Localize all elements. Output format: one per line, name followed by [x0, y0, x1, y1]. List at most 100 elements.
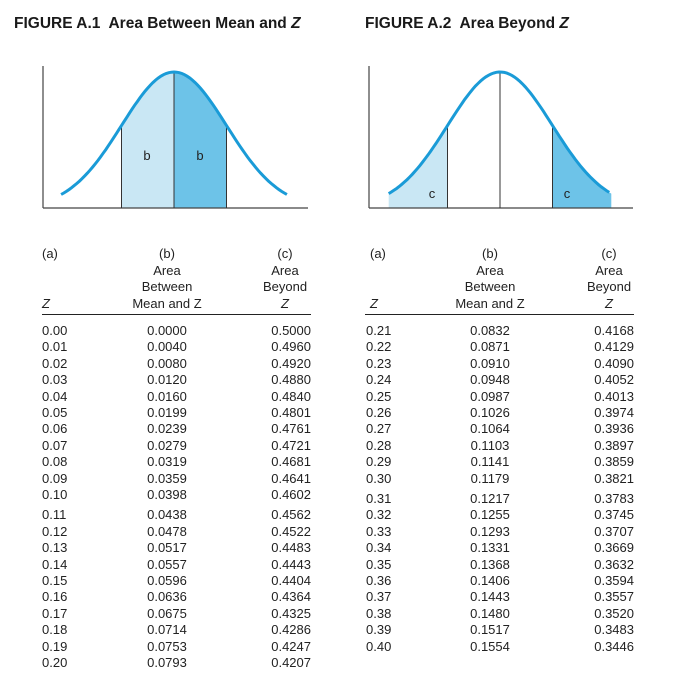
cell-area-between: 0.0239	[147, 421, 187, 437]
cell-z: 0.18	[42, 622, 68, 638]
cell-area-between: 0.1331	[470, 540, 510, 556]
cell-z: 0.28	[366, 437, 392, 453]
cell-area-between: 0.1443	[470, 589, 510, 605]
cell-area-between: 0.0279	[147, 437, 187, 453]
normal-curve	[60, 70, 288, 196]
cell-area-between: 0.0675	[147, 605, 187, 621]
figure-a1-title-prefix: FIGURE A.1	[14, 15, 101, 32]
cell-area-between: 0.0753	[147, 638, 187, 654]
cell-area-between: 0.0319	[147, 454, 187, 470]
cell-area-between: 0.0910	[470, 355, 510, 371]
cell-area-beyond: 0.3783	[594, 491, 634, 506]
cell-z: 0.38	[366, 605, 392, 621]
figure-a2-title-prefix: FIGURE A.2	[365, 15, 452, 32]
cell-area-beyond: 0.3632	[594, 556, 634, 572]
cell-z: 0.07	[42, 437, 68, 453]
cell-z: 0.34	[366, 540, 392, 556]
cell-area-between: 0.0398	[147, 487, 187, 502]
cell-area-beyond: 0.3669	[594, 540, 634, 556]
cell-area-beyond: 0.4207	[271, 655, 311, 670]
cell-area-between: 0.1255	[470, 507, 510, 523]
cell-area-between: 0.1141	[470, 454, 510, 470]
cell-z: 0.16	[42, 589, 68, 605]
figure-a1-title-z: Z	[291, 15, 301, 32]
cell-area-between: 0.0160	[147, 388, 187, 404]
cell-z: 0.10	[42, 487, 68, 502]
cell-area-between: 0.1406	[470, 573, 510, 588]
header-b-line2: Area	[153, 262, 181, 278]
cell-area-beyond: 0.4168	[594, 323, 634, 338]
cell-z: 0.40	[366, 638, 392, 654]
cell-z: 0.11	[42, 507, 67, 523]
cell-z: 0.00	[42, 323, 68, 338]
cell-area-beyond: 0.3859	[594, 454, 634, 470]
cell-area-beyond: 0.3897	[594, 437, 634, 453]
header-c-top: (c)	[601, 246, 617, 261]
cell-area-beyond: 0.4681	[271, 454, 311, 470]
right-header-col-c: (c) Area Beyond Z	[574, 246, 644, 312]
label-c-left: c	[429, 186, 436, 201]
cell-z: 0.09	[42, 470, 68, 486]
cell-area-between: 0.1103	[470, 437, 510, 453]
cell-area-between: 0.1179	[470, 470, 510, 486]
cell-area-between: 0.1517	[470, 622, 510, 638]
cell-z: 0.27	[366, 421, 392, 437]
header-c-line2: Area	[595, 262, 623, 278]
left-header-col-c: (c) Area Beyond Z	[250, 246, 320, 312]
cell-area-between: 0.0596	[147, 573, 187, 588]
header-b-top: (b)	[482, 246, 498, 261]
cell-area-between: 0.0793	[147, 655, 187, 670]
header-b-line4: Mean and Z	[455, 295, 525, 311]
left-header-rule	[42, 314, 311, 315]
header-c-line4: Z	[605, 295, 613, 311]
cell-area-beyond: 0.3821	[594, 470, 634, 486]
cell-area-beyond: 0.4129	[594, 339, 634, 355]
right-header-col-a: (a) Z	[370, 246, 400, 312]
header-a-z: Z	[42, 295, 50, 311]
cell-area-beyond: 0.3707	[594, 523, 634, 539]
cell-area-beyond: 0.4562	[271, 507, 311, 523]
cell-area-between: 0.0987	[470, 388, 510, 404]
cell-area-beyond: 0.4801	[271, 405, 311, 420]
cell-area-between: 0.0000	[147, 323, 187, 338]
cell-z: 0.19	[42, 638, 68, 654]
cell-area-beyond: 0.3483	[594, 622, 634, 638]
cell-area-between: 0.0557	[147, 556, 187, 572]
cell-z: 0.03	[42, 372, 68, 388]
cell-area-beyond: 0.4483	[271, 540, 311, 556]
cell-area-between: 0.1217	[470, 491, 510, 506]
label-b-left: b	[143, 148, 150, 163]
cell-area-between: 0.0517	[147, 540, 187, 556]
cell-area-between: 0.0832	[470, 323, 510, 338]
cell-z: 0.32	[366, 507, 392, 523]
figure-a1-title: FIGURE A.1 Area Between Mean and Z	[14, 13, 314, 34]
cell-area-between: 0.0871	[470, 339, 510, 355]
figure-a2-title-text: Area Beyond	[459, 15, 556, 32]
header-b-line3: Between	[141, 279, 193, 294]
figure-a2-curve: c c	[368, 66, 633, 209]
cell-z: 0.15	[42, 573, 68, 588]
cell-area-beyond: 0.4364	[271, 589, 311, 605]
cell-area-between: 0.0478	[147, 523, 187, 539]
cell-area-between: 0.1064	[470, 421, 510, 437]
figure-a1-title-text: Area Between Mean and	[108, 15, 287, 32]
header-c-top: (c)	[277, 246, 293, 261]
cell-area-beyond: 0.4443	[271, 556, 311, 572]
cell-z: 0.25	[366, 388, 392, 404]
area-beyond-right-fill	[552, 125, 612, 208]
normal-curve	[387, 70, 611, 195]
cell-z: 0.23	[366, 355, 392, 371]
cell-z: 0.05	[42, 405, 68, 420]
figure-a1-curve: b b	[42, 66, 308, 209]
cell-area-beyond: 0.4325	[271, 605, 311, 621]
header-a-top: (a)	[42, 246, 58, 261]
cell-area-beyond: 0.4247	[271, 638, 311, 654]
cell-z: 0.36	[366, 573, 392, 588]
figure-a2-title-z: Z	[559, 15, 569, 32]
cell-area-beyond: 0.3557	[594, 589, 634, 605]
cell-area-between: 0.0080	[147, 355, 187, 371]
cell-z: 0.13	[42, 540, 68, 556]
cell-z: 0.08	[42, 454, 68, 470]
header-a-z: Z	[370, 295, 378, 311]
cell-z: 0.22	[366, 339, 392, 355]
